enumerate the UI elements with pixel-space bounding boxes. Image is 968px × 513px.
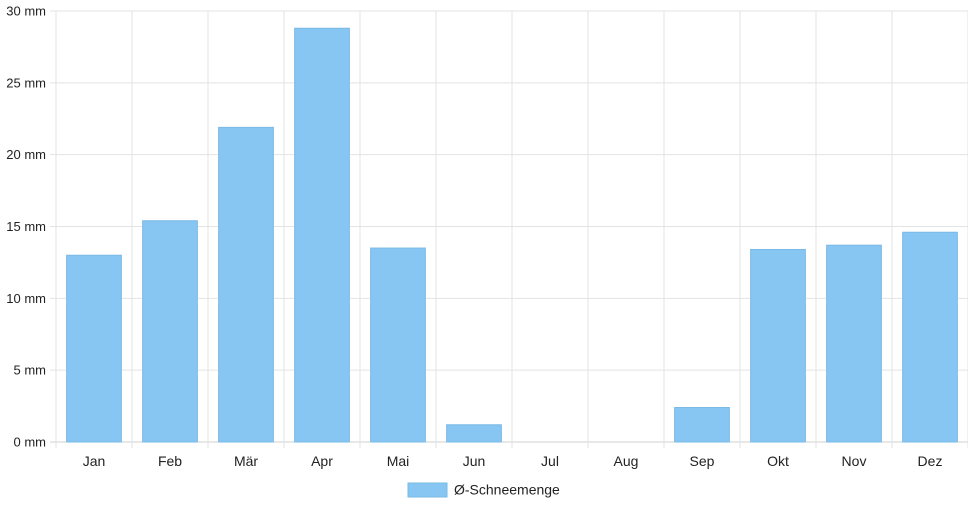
bar-nov[interactable]: [826, 244, 882, 443]
x-axis-ticks: Jan Feb Mär Apr Mai Jun Jul Aug Sep Okt Nov Dez: [83, 453, 943, 469]
x-tick-label: Dez: [918, 453, 943, 469]
x-tick-label: Mär: [234, 453, 258, 469]
y-tick-label: 10 mm: [6, 291, 46, 306]
x-tick-label: Jan: [83, 453, 106, 469]
bar-apr[interactable]: [294, 27, 350, 443]
x-tick-label: Apr: [311, 453, 333, 469]
bar-feb[interactable]: [142, 220, 198, 443]
bar-mär[interactable]: [218, 126, 274, 443]
x-tick-label: Feb: [158, 453, 182, 469]
x-tick-label: Okt: [767, 453, 789, 469]
bars: [66, 27, 958, 443]
bar-jan[interactable]: [66, 254, 122, 443]
bar-okt[interactable]: [750, 248, 806, 443]
y-axis-ticks: 0 mm 5 mm 10 mm 15 mm 20 mm 25 mm 30 mm: [6, 4, 46, 450]
bar-jun[interactable]: [446, 424, 502, 443]
y-tick-label: 25 mm: [6, 75, 46, 90]
x-tick-label: Nov: [842, 453, 867, 469]
x-tick-label: Jun: [463, 453, 486, 469]
y-tick-label: 20 mm: [6, 147, 46, 162]
legend-swatch: [407, 482, 448, 498]
legend[interactable]: Ø-Schneemenge: [407, 482, 560, 498]
bar-dez[interactable]: [902, 231, 958, 443]
y-tick-label: 5 mm: [14, 363, 47, 378]
x-tick-label: Mai: [387, 453, 410, 469]
x-tick-label: Sep: [690, 453, 715, 469]
x-tick-label: Aug: [614, 453, 639, 469]
y-tick-label: 30 mm: [6, 4, 46, 19]
x-tick-label: Jul: [541, 453, 559, 469]
bar-mai[interactable]: [370, 247, 426, 443]
legend-label: Ø-Schneemenge: [454, 482, 560, 498]
grid: [50, 10, 968, 448]
y-tick-label: 0 mm: [14, 435, 47, 450]
bar-sep[interactable]: [674, 407, 730, 443]
y-tick-label: 15 mm: [6, 219, 46, 234]
